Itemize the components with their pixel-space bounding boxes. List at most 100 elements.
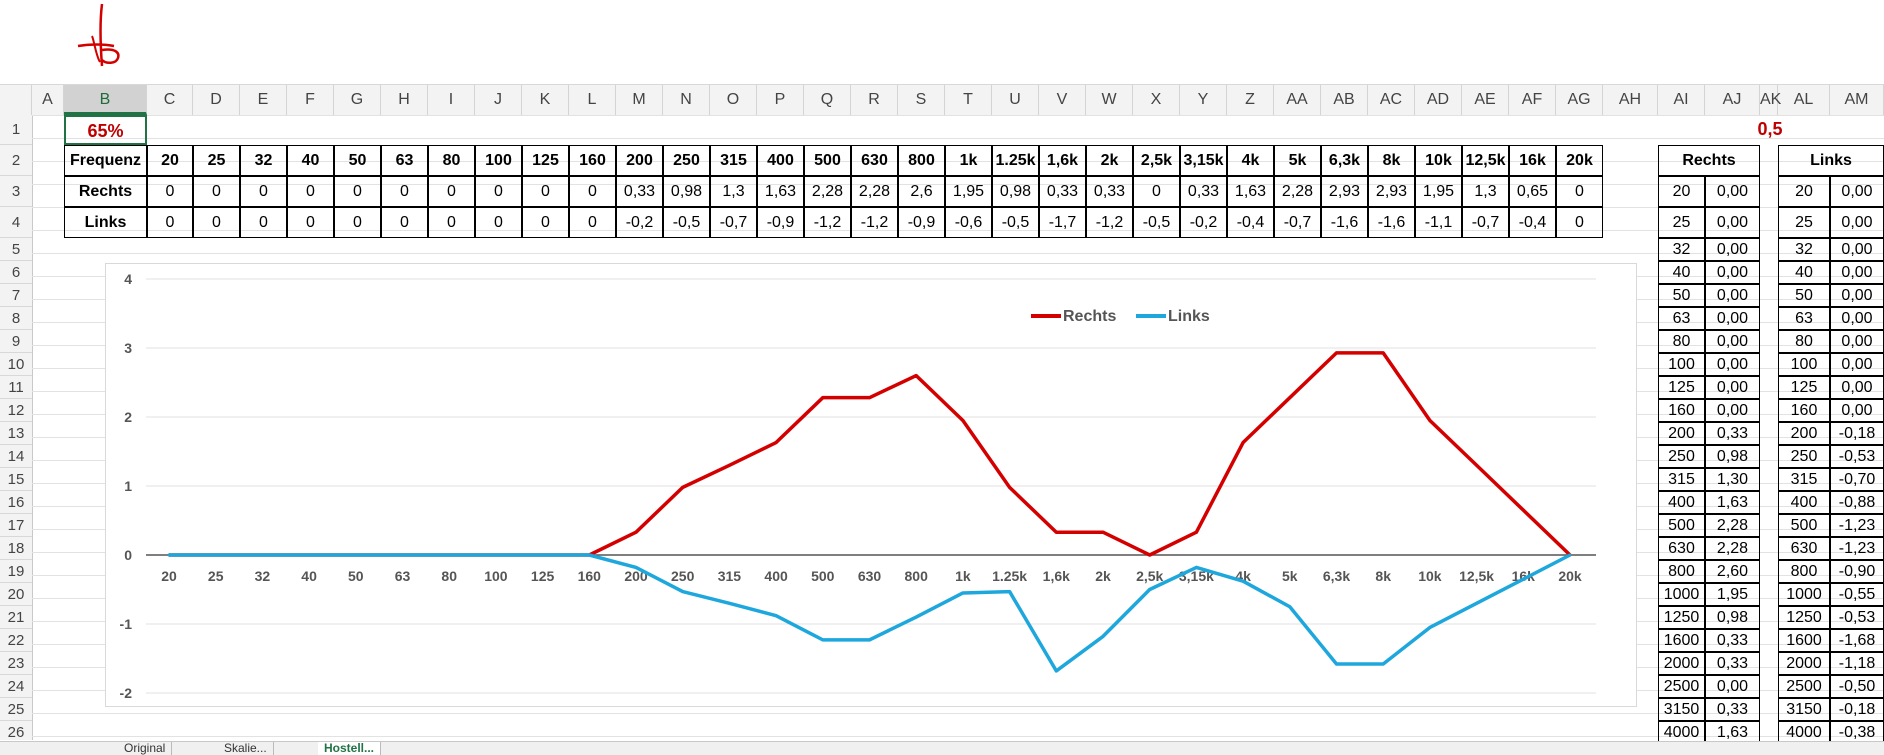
table-cell-rechts[interactable]: 0	[240, 176, 287, 207]
table-cell-rechts[interactable]: 1,95	[1415, 176, 1462, 207]
table-cell-links[interactable]: 0	[475, 207, 522, 238]
side-right-value[interactable]: 0,00	[1705, 330, 1760, 353]
freq-header-cell[interactable]: 315	[710, 145, 757, 176]
side-left-freq[interactable]: 160	[1778, 399, 1830, 422]
table-cell-rechts[interactable]: 0	[381, 176, 428, 207]
freq-header-cell[interactable]: 630	[851, 145, 898, 176]
table-cell-rechts[interactable]: 1,63	[757, 176, 804, 207]
freq-header-cell[interactable]: 200	[616, 145, 663, 176]
side-left-freq[interactable]: 800	[1778, 560, 1830, 583]
side-header-links[interactable]: Links	[1778, 145, 1884, 176]
column-header-f[interactable]: F	[287, 85, 334, 115]
table-cell-rechts[interactable]: 0	[1133, 176, 1180, 207]
side-left-value[interactable]: -1,23	[1830, 514, 1884, 537]
table-cell-links[interactable]: -1,2	[851, 207, 898, 238]
side-right-freq[interactable]: 160	[1658, 399, 1705, 422]
side-left-value[interactable]: -0,53	[1830, 445, 1884, 468]
table-cell-rechts[interactable]: 2,28	[804, 176, 851, 207]
table-cell-rechts[interactable]: 2,93	[1368, 176, 1415, 207]
table-cell-links[interactable]: -0,2	[1180, 207, 1227, 238]
side-left-value[interactable]: 0,00	[1830, 399, 1884, 422]
column-header-s[interactable]: S	[898, 85, 945, 115]
side-right-value[interactable]: 0,00	[1705, 238, 1760, 261]
side-right-freq[interactable]: 315	[1658, 468, 1705, 491]
table-cell-links[interactable]: 0	[287, 207, 334, 238]
side-right-freq[interactable]: 400	[1658, 491, 1705, 514]
side-right-value[interactable]: 2,60	[1705, 560, 1760, 583]
side-left-freq[interactable]: 1250	[1778, 606, 1830, 629]
side-right-value[interactable]: 2,28	[1705, 514, 1760, 537]
table-cell-links[interactable]: -0,5	[663, 207, 710, 238]
table-cell-rechts[interactable]: 0,33	[1086, 176, 1133, 207]
side-right-freq[interactable]: 20	[1658, 176, 1705, 207]
table-cell-rechts[interactable]: 2,28	[851, 176, 898, 207]
column-header-a[interactable]: A	[32, 85, 64, 115]
row-header-14[interactable]: 14	[0, 445, 32, 468]
table-cell-links[interactable]: 0	[522, 207, 569, 238]
side-right-freq[interactable]: 250	[1658, 445, 1705, 468]
table-cell-links[interactable]: -0,6	[945, 207, 992, 238]
side-left-value[interactable]: 0,00	[1830, 238, 1884, 261]
side-right-value[interactable]: 0,00	[1705, 675, 1760, 698]
freq-header-cell[interactable]: 25	[193, 145, 240, 176]
table-cell-rechts[interactable]: 0,33	[1039, 176, 1086, 207]
freq-header-cell[interactable]: 3,15k	[1180, 145, 1227, 176]
side-right-freq[interactable]: 80	[1658, 330, 1705, 353]
side-left-freq[interactable]: 1600	[1778, 629, 1830, 652]
freq-header-cell[interactable]: 500	[804, 145, 851, 176]
table-cell-rechts[interactable]: 2,28	[1274, 176, 1321, 207]
column-header-x[interactable]: X	[1133, 85, 1180, 115]
column-header-ah[interactable]: AH	[1603, 85, 1658, 115]
side-left-freq[interactable]: 500	[1778, 514, 1830, 537]
row-header-3[interactable]: 3	[0, 176, 32, 207]
row-header-19[interactable]: 19	[0, 560, 32, 583]
side-left-value[interactable]: 0,00	[1830, 330, 1884, 353]
column-header-u[interactable]: U	[992, 85, 1039, 115]
side-right-value[interactable]: 0,00	[1705, 376, 1760, 399]
table-cell-rechts[interactable]: 0,33	[616, 176, 663, 207]
table-cell-rechts[interactable]: 0,65	[1509, 176, 1556, 207]
side-right-freq[interactable]: 3150	[1658, 698, 1705, 721]
column-header-h[interactable]: H	[381, 85, 428, 115]
side-left-value[interactable]: -0,50	[1830, 675, 1884, 698]
table-cell-links[interactable]: -1,2	[1086, 207, 1133, 238]
side-right-freq[interactable]: 40	[1658, 261, 1705, 284]
row-header-20[interactable]: 20	[0, 583, 32, 606]
side-left-value[interactable]: -0,18	[1830, 422, 1884, 445]
side-right-freq[interactable]: 25	[1658, 207, 1705, 238]
side-left-value[interactable]: 0,00	[1830, 176, 1884, 207]
column-header-aa[interactable]: AA	[1274, 85, 1321, 115]
side-right-value[interactable]: 0,00	[1705, 353, 1760, 376]
column-header-z[interactable]: Z	[1227, 85, 1274, 115]
row-header-9[interactable]: 9	[0, 330, 32, 353]
side-right-freq[interactable]: 630	[1658, 537, 1705, 560]
table-cell-rechts[interactable]: 0	[569, 176, 616, 207]
table-cell-rechts[interactable]: 1,63	[1227, 176, 1274, 207]
table-cell-links[interactable]: -0,5	[1133, 207, 1180, 238]
side-left-freq[interactable]: 32	[1778, 238, 1830, 261]
cell-ak1-value[interactable]: 0,5	[1757, 119, 1783, 139]
side-left-freq[interactable]: 2500	[1778, 675, 1830, 698]
row-header-2[interactable]: 2	[0, 145, 32, 176]
side-left-freq[interactable]: 1000	[1778, 583, 1830, 606]
row-header-18[interactable]: 18	[0, 537, 32, 560]
freq-header-cell[interactable]: 1.25k	[992, 145, 1039, 176]
table-cell-links[interactable]: -0,7	[1462, 207, 1509, 238]
column-header-am[interactable]: AM	[1830, 85, 1884, 115]
side-left-value[interactable]: -0,90	[1830, 560, 1884, 583]
side-right-freq[interactable]: 800	[1658, 560, 1705, 583]
side-left-freq[interactable]: 20	[1778, 176, 1830, 207]
side-left-value[interactable]: 0,00	[1830, 207, 1884, 238]
side-right-value[interactable]: 0,00	[1705, 261, 1760, 284]
table-cell-rechts[interactable]: 1,95	[945, 176, 992, 207]
freq-header-cell[interactable]: 125	[522, 145, 569, 176]
side-right-value[interactable]: 0,98	[1705, 606, 1760, 629]
row-header-8[interactable]: 8	[0, 307, 32, 330]
side-left-freq[interactable]: 50	[1778, 284, 1830, 307]
row-label-frequenz[interactable]: Frequenz	[64, 145, 147, 176]
column-header-k[interactable]: K	[522, 85, 569, 115]
column-header-q[interactable]: Q	[804, 85, 851, 115]
freq-header-cell[interactable]: 400	[757, 145, 804, 176]
eq-line-chart[interactable]: 4 3 2 1 0 -1 -2 20 25 32 40 50 63 80 100 125 160 200 250 31…	[105, 263, 1637, 707]
side-left-value[interactable]: -0,18	[1830, 698, 1884, 721]
